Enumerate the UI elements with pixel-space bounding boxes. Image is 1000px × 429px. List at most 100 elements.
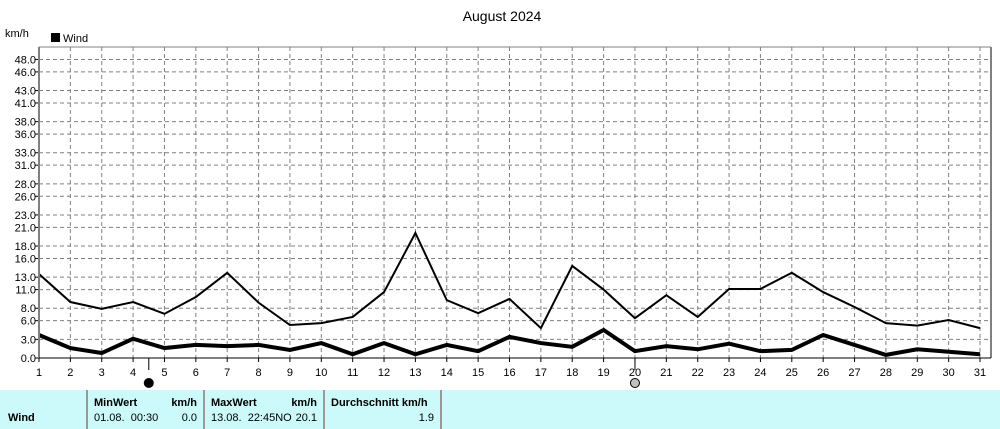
x-tick-label: 21 (660, 367, 672, 379)
data-point (446, 344, 448, 346)
max-header: MaxWert (211, 397, 257, 409)
legend-swatch (51, 33, 60, 42)
max-value: 20.1 (295, 412, 317, 424)
data-point (69, 301, 71, 303)
y-tick-label: 11.0 (15, 285, 36, 297)
y-tick-label: 26.0 (15, 191, 36, 203)
x-tick-label: 10 (315, 367, 327, 379)
data-point (854, 306, 856, 308)
min-cell: MinWert km/h 01.08. 00:30 0.0 (88, 390, 205, 429)
data-point (759, 350, 761, 352)
y-tick-label: 48.0 (15, 54, 36, 66)
y-tick-label: 6.0 (21, 316, 36, 328)
x-tick-label: 17 (535, 367, 547, 379)
wind-chart: August 2024 km/h Wind 0.03.06.08.011.013… (5, 8, 992, 388)
y-tick-label: 43.0 (15, 86, 36, 98)
data-point (728, 343, 730, 345)
x-tick-label: 23 (723, 367, 735, 379)
x-tick-label: 2 (67, 367, 73, 379)
data-point (603, 289, 605, 291)
data-point (948, 351, 950, 353)
x-tick-label: 11 (347, 367, 358, 379)
data-point (885, 322, 887, 324)
data-point (195, 344, 197, 346)
x-tick-label: 29 (911, 367, 923, 379)
data-point (634, 317, 636, 319)
x-tick-label: 28 (880, 367, 892, 379)
x-tick-label: 18 (566, 367, 578, 379)
data-point (509, 336, 510, 338)
y-tick-label: 28.0 (15, 179, 36, 191)
legend-entry-wind: Wind (63, 33, 88, 45)
data-point (477, 350, 479, 352)
data-point (195, 296, 197, 298)
x-tick-label: 9 (287, 367, 293, 379)
data-point (791, 272, 793, 274)
data-point (603, 329, 605, 331)
data-point (697, 348, 699, 350)
data-point (665, 294, 667, 296)
data-point (509, 298, 510, 300)
x-tick-label: 7 (224, 367, 230, 379)
max-time: 13.08. 22:45NO (211, 412, 292, 424)
new-moon-icon (143, 378, 154, 388)
data-point (822, 334, 824, 336)
x-tick-label: 3 (99, 367, 105, 379)
avg-value: 1.9 (418, 412, 434, 424)
data-point (101, 352, 103, 354)
avg-cell: Durchschnitt km/h 1.9 (325, 390, 442, 429)
y-tick-label: 31.0 (15, 160, 36, 172)
data-point (289, 349, 291, 351)
data-point (352, 316, 354, 318)
data-point (697, 316, 699, 318)
x-tick-label: 16 (503, 367, 515, 379)
data-point (226, 345, 228, 347)
data-point (69, 347, 71, 349)
data-point (132, 301, 134, 303)
data-point (383, 342, 385, 344)
x-tick-label: 30 (943, 367, 955, 379)
max-cell: MaxWert km/h 13.08. 22:45NO 20.1 (205, 390, 325, 429)
data-point (163, 313, 165, 315)
data-point (885, 354, 887, 356)
x-tick-label: 15 (472, 367, 484, 379)
data-point (979, 353, 981, 355)
x-tick-label: 4 (130, 367, 136, 379)
min-value: 0.0 (181, 412, 197, 424)
y-tick-label: 16.0 (15, 253, 36, 265)
x-tick-label: 12 (378, 367, 390, 379)
data-point (916, 325, 918, 327)
stats-row-label: Wind (8, 412, 35, 424)
min-unit: km/h (171, 397, 197, 409)
x-tick-label: 6 (193, 367, 199, 379)
stats-row-label-cell: Wind (0, 390, 88, 429)
data-point (226, 272, 228, 274)
data-point (634, 350, 636, 352)
data-point (822, 291, 824, 293)
y-tick-label: 8.0 (21, 303, 36, 315)
avg-header: Durchschnitt km/h (331, 397, 428, 409)
y-tick-label: 38.0 (15, 117, 36, 129)
data-point (979, 327, 981, 329)
x-tick-label: 14 (441, 367, 453, 379)
data-point (352, 353, 354, 355)
y-tick-label: 46.0 (15, 67, 36, 79)
x-tick-label: 1 (36, 367, 42, 379)
min-time: 01.08. 00:30 (94, 412, 159, 424)
y-tick-label: 3.0 (21, 334, 36, 346)
data-point (320, 342, 322, 344)
data-point (571, 265, 573, 267)
data-point (163, 347, 165, 349)
x-tick-label: 5 (161, 367, 167, 379)
data-point (665, 345, 667, 347)
x-tick-label: 24 (754, 367, 766, 379)
data-point (289, 324, 291, 326)
data-point (477, 312, 479, 314)
data-point (101, 308, 103, 310)
data-point (320, 322, 322, 324)
x-tick-label: 25 (786, 367, 798, 379)
data-point (854, 344, 856, 346)
x-tick-label: 13 (409, 367, 421, 379)
data-point (132, 338, 134, 340)
